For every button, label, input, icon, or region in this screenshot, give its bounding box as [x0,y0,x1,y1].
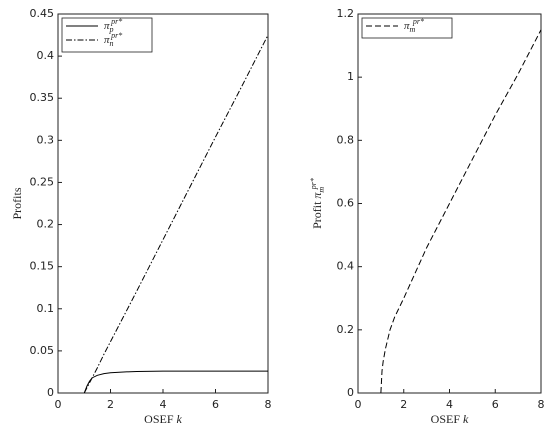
x-tick-label: 6 [492,398,499,411]
x-tick-label: 0 [355,398,362,411]
y-tick-label: 0.4 [337,260,355,273]
x-tick-label: 2 [400,398,407,411]
y-axis-label: Profit πmpr* [309,178,326,229]
series-line [380,29,542,394]
y-tick-label: 0.35 [30,91,55,104]
x-axis-label: OSEF k [144,412,182,426]
x-tick-label: 0 [55,398,62,411]
y-tick-label: 0.15 [30,260,55,273]
plot-frame [57,13,269,394]
y-axis-label: Profits [10,187,24,219]
x-tick-label: 4 [160,398,167,411]
legend-label: πppr* [104,17,122,34]
y-tick-label: 0.4 [37,49,55,62]
y-tick-label: 1 [347,70,354,83]
x-tick-label: 4 [446,398,453,411]
x-axis-label: OSEF k [431,412,469,426]
y-tick-label: 0.1 [37,302,55,315]
y-tick-label: 0.05 [30,344,55,357]
x-tick-label: 8 [538,398,545,411]
x-tick-label: 8 [265,398,272,411]
y-tick-label: 0.2 [37,218,55,231]
y-tick-label: 0 [47,386,54,399]
legend-label: πmpr* [404,17,424,34]
y-tick-label: 0.45 [30,7,55,20]
legend-box [61,17,153,53]
legend: πmpr* [361,17,453,39]
legend-box [361,17,453,39]
y-tick-label: 0.2 [337,323,355,336]
x-tick-label: 6 [212,398,219,411]
series-line [83,370,268,394]
y-tick-label: 0.25 [30,175,55,188]
y-tick-label: 0.3 [37,133,55,146]
y-tick-label: 0 [347,386,354,399]
series-line [83,34,269,394]
legend-label: πnpr* [104,31,122,48]
legend: πppr*πnpr* [61,17,153,53]
y-tick-label: 1.2 [337,7,355,20]
y-tick-label: 0.6 [337,197,355,210]
x-tick-label: 2 [107,398,114,411]
y-tick-label: 0.8 [337,133,355,146]
